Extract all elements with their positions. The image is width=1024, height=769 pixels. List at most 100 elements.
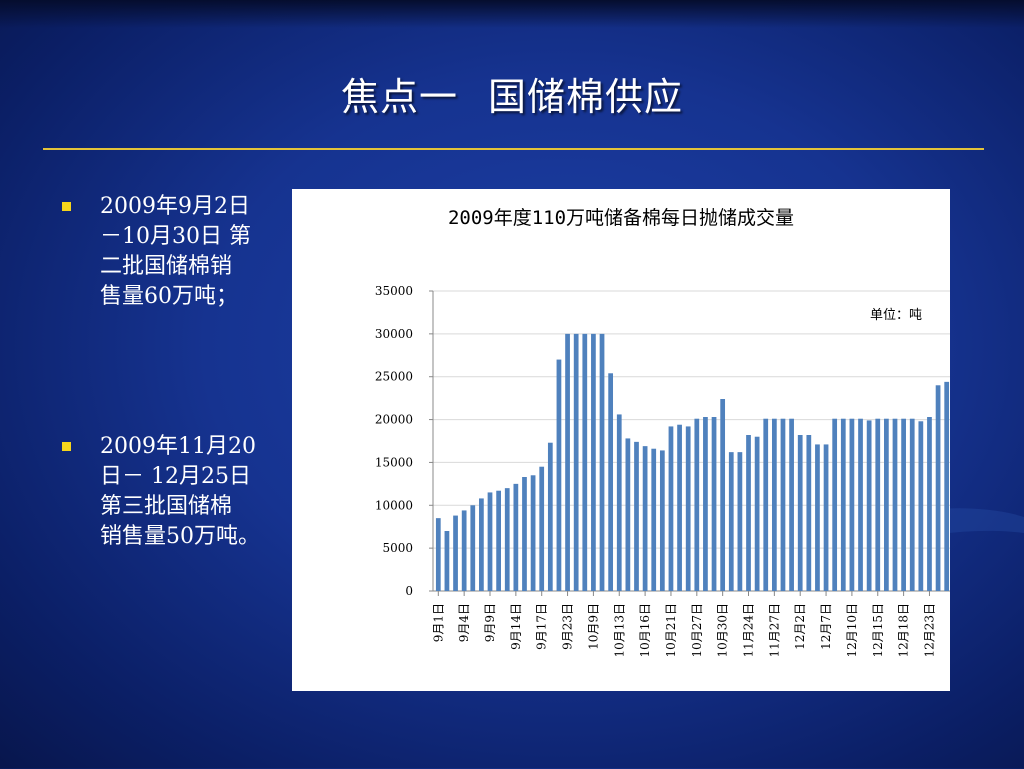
x-tick-label: 10月9日 xyxy=(586,603,600,650)
bar xyxy=(927,417,932,591)
bar xyxy=(823,444,829,591)
bar xyxy=(892,418,898,591)
bar xyxy=(599,333,605,591)
bar xyxy=(496,490,501,591)
bar xyxy=(668,426,674,591)
x-tick-label: 9月4日 xyxy=(457,603,471,642)
bar xyxy=(884,418,889,591)
bullet-1-line-4: 售量60万吨； xyxy=(100,284,238,309)
x-tick-label: 11月27日 xyxy=(767,603,781,658)
bar xyxy=(616,414,622,591)
bar xyxy=(763,418,769,591)
bar xyxy=(944,381,950,591)
bar xyxy=(461,510,467,591)
x-tick-label: 12月15日 xyxy=(871,603,885,658)
x-tick-label: 10月13日 xyxy=(612,603,626,658)
y-tick-label: 0 xyxy=(405,584,413,598)
bullet-marker-icon xyxy=(62,202,71,211)
bar xyxy=(840,418,846,591)
slide-title: 焦点一 国储棉供应 xyxy=(0,66,1024,121)
bar xyxy=(935,385,941,591)
bar xyxy=(539,466,545,591)
x-tick-label: 12月7日 xyxy=(819,603,833,650)
bar xyxy=(901,418,906,591)
bar xyxy=(634,441,639,591)
bar xyxy=(815,444,820,591)
bar xyxy=(435,518,441,591)
x-tick-label: 9月1日 xyxy=(431,603,445,642)
x-tick-label: 12月2日 xyxy=(793,603,807,650)
slide-title-part2: 国储棉供应 xyxy=(488,75,684,119)
bar xyxy=(582,333,588,591)
bullet-2-line-1: 2009年11月20 xyxy=(100,434,256,459)
bullet-text-2: 2009年11月20 日－ 12月25日 第三批国储棉 销售量50万吨。 xyxy=(100,432,294,552)
bar xyxy=(513,483,519,591)
bullet-item-2: 2009年11月20 日－ 12月25日 第三批国储棉 销售量50万吨。 xyxy=(62,432,294,552)
bar xyxy=(522,477,527,591)
bar xyxy=(470,505,476,591)
bar xyxy=(479,498,484,591)
x-tick-label: 12月18日 xyxy=(897,603,911,658)
x-tick-label: 10月27日 xyxy=(690,603,704,658)
bullet-1-line-3: 二批国储棉销 xyxy=(100,254,233,279)
x-tick-label: 12月10日 xyxy=(845,603,859,658)
x-tick-label: 10月16日 xyxy=(638,603,652,658)
chart-title: 2009年度110万吨储备棉每日抛储成交量 xyxy=(447,207,795,229)
bar xyxy=(746,435,751,591)
bullet-1-line-1: 2009年9月2日 xyxy=(100,194,250,219)
bar xyxy=(453,515,458,591)
bullet-2-line-3: 第三批国储棉 xyxy=(100,494,233,519)
y-tick-label: 25000 xyxy=(375,370,413,384)
x-tick-label: 9月14日 xyxy=(509,603,523,650)
bar xyxy=(556,359,562,591)
bar xyxy=(565,333,570,591)
top-gradient-band xyxy=(0,0,1024,28)
x-tick-label: 11月24日 xyxy=(742,603,756,658)
bar xyxy=(685,426,691,591)
bullet-text-1: 2009年9月2日 －10月30日 第 二批国储棉销 售量60万吨； xyxy=(100,192,294,312)
bar xyxy=(789,418,794,591)
bar xyxy=(720,399,726,591)
bar xyxy=(608,373,614,591)
y-tick-label: 20000 xyxy=(375,413,413,427)
bar xyxy=(754,436,760,591)
chart-unit-label: 单位：吨 xyxy=(870,308,923,323)
x-tick-label: 9月9日 xyxy=(483,603,497,642)
bar-chart: 0 5000 10000 15000 20000 25000 30000 35000 9月1日 9… xyxy=(375,284,950,658)
bar xyxy=(694,418,700,591)
bar xyxy=(918,421,924,591)
bar xyxy=(625,438,631,591)
bar xyxy=(806,435,812,591)
bar xyxy=(530,475,536,591)
title-divider xyxy=(43,148,984,150)
bar xyxy=(677,424,682,591)
y-tick-label: 35000 xyxy=(375,284,413,298)
chart-panel: 2009年度110万吨储备棉每日抛储成交量 单位：吨 0 5000 10000 150… xyxy=(292,189,950,691)
x-tick-label: 12月23日 xyxy=(922,603,936,658)
x-tick-label: 10月21日 xyxy=(664,603,678,658)
bar xyxy=(487,492,493,591)
bar xyxy=(909,418,915,591)
bar xyxy=(651,448,657,591)
slide-title-part1: 焦点一 xyxy=(340,75,458,119)
y-tick-label: 5000 xyxy=(382,541,413,555)
bar xyxy=(858,418,863,591)
bar xyxy=(875,418,881,591)
bar xyxy=(444,531,450,591)
bullet-marker-icon xyxy=(62,442,71,451)
bar xyxy=(866,420,872,591)
bullet-2-line-4: 销售量50万吨。 xyxy=(100,524,260,549)
bar xyxy=(737,452,743,591)
y-tick-label: 15000 xyxy=(375,455,413,469)
bar xyxy=(547,442,553,591)
bar xyxy=(832,418,838,591)
bullet-item-1: 2009年9月2日 －10月30日 第 二批国储棉销 售量60万吨； xyxy=(62,192,294,312)
x-tick-label: 10月30日 xyxy=(716,603,730,658)
y-tick-label: 10000 xyxy=(375,498,413,512)
bar xyxy=(703,417,708,591)
bar xyxy=(797,435,803,591)
bar xyxy=(780,418,786,591)
bar xyxy=(591,333,596,591)
y-tick-label: 30000 xyxy=(375,327,413,341)
bullet-1-line-2: －10月30日 第 xyxy=(100,224,251,249)
